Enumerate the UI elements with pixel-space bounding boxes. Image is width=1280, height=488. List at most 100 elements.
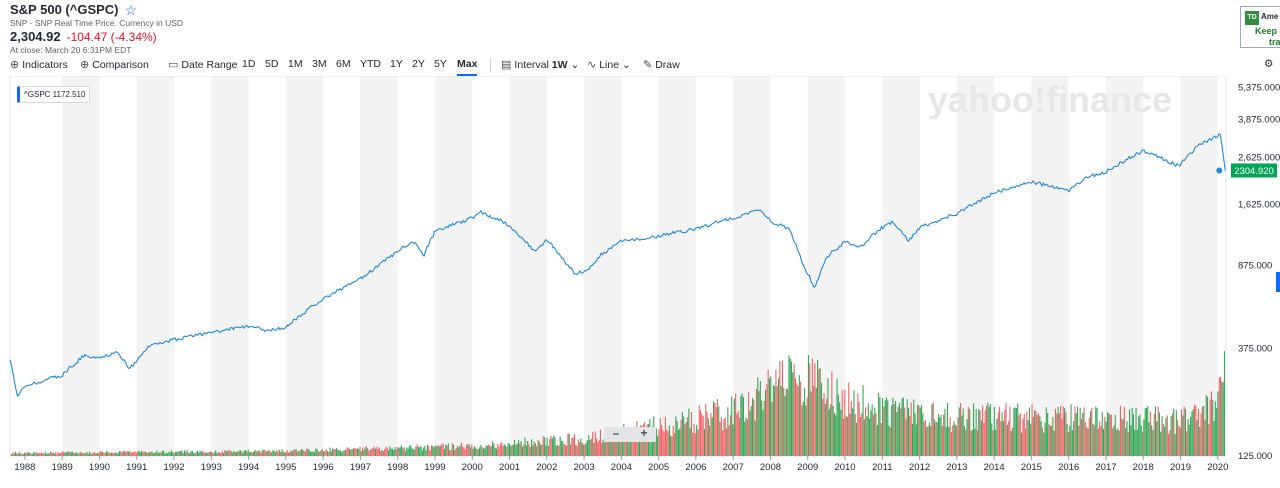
- volume-bar: [1028, 407, 1030, 456]
- volume-bar: [761, 400, 763, 456]
- year-band: [956, 76, 995, 456]
- range-max[interactable]: Max: [457, 58, 478, 76]
- range-1m[interactable]: 1M: [288, 58, 303, 70]
- volume-bar: [399, 446, 401, 456]
- volume-bar: [382, 451, 384, 456]
- star-outline-icon[interactable]: ☆: [124, 1, 138, 18]
- volume-bar: [1053, 430, 1055, 456]
- volume-bar: [161, 450, 163, 456]
- comparison-button[interactable]: ⊕ Comparison: [80, 59, 149, 71]
- volume-bar: [772, 385, 774, 456]
- volume-bar: [583, 444, 585, 456]
- gear-icon[interactable]: ⚙: [1264, 58, 1274, 70]
- volume-bar: [337, 450, 339, 456]
- volume-bar: [1117, 428, 1119, 456]
- volume-bar: [833, 412, 835, 456]
- year-band: [211, 76, 249, 456]
- interval-icon: ▤: [501, 59, 512, 71]
- volume-bar: [410, 445, 412, 456]
- volume-bar: [390, 448, 392, 456]
- volume-bar: [265, 451, 267, 456]
- chart-type-dropdown[interactable]: ∿ Line ⌄: [587, 59, 631, 71]
- y-tick-label: 1,625.000: [1238, 200, 1280, 211]
- y-tick-label: 875.000: [1238, 260, 1272, 271]
- volume-bar: [850, 401, 852, 456]
- volume-bar: [368, 450, 370, 456]
- volume-bar: [720, 417, 722, 456]
- range-5d[interactable]: 5D: [265, 58, 279, 70]
- range-5y[interactable]: 5Y: [434, 58, 447, 70]
- volume-bars: [11, 351, 1225, 456]
- volume-bar: [905, 418, 907, 456]
- volume-bar: [235, 451, 237, 456]
- zoom-out-button[interactable]: –: [612, 426, 620, 440]
- volume-bar: [50, 451, 52, 456]
- range-ytd[interactable]: YTD: [360, 58, 381, 70]
- volume-bar: [416, 444, 418, 456]
- volume-bar: [1075, 413, 1077, 456]
- volume-bar: [820, 382, 822, 456]
- volume-bar: [394, 447, 396, 456]
- volume-bar: [350, 449, 352, 456]
- draw-button[interactable]: ✎ Draw: [643, 59, 680, 71]
- volume-bar: [339, 450, 341, 456]
- volume-bar: [664, 416, 666, 456]
- volume-bar: [1178, 425, 1180, 456]
- volume-bar: [177, 451, 179, 456]
- x-tick-label: 2000: [462, 462, 483, 473]
- volume-bar: [542, 436, 544, 456]
- volume-bar: [755, 388, 757, 456]
- volume-bar: [622, 432, 624, 456]
- volume-bar: [714, 402, 716, 456]
- year-band: [136, 76, 175, 456]
- ad-banner[interactable]: TD Ame Keep c tra: [1240, 6, 1280, 48]
- volume-bar: [1008, 421, 1010, 456]
- volume-bar: [853, 390, 855, 456]
- volume-bar: [502, 446, 504, 456]
- volume-bar: [469, 447, 471, 456]
- volume-bar: [359, 446, 361, 456]
- volume-bar: [599, 429, 601, 456]
- volume-bar: [1165, 417, 1167, 456]
- y-tick-label: 5,375.000: [1238, 83, 1280, 94]
- volume-bar: [532, 445, 534, 456]
- volume-bar: [883, 406, 885, 456]
- volume-bar: [930, 426, 932, 456]
- volume-bar: [921, 404, 923, 456]
- volume-bar: [1186, 431, 1188, 456]
- volume-bar: [718, 406, 720, 456]
- range-2y[interactable]: 2Y: [412, 58, 425, 70]
- volume-bar: [263, 449, 265, 456]
- interval-dropdown[interactable]: ▤ Interval 1W ⌄: [501, 59, 580, 71]
- volume-bar: [869, 418, 871, 456]
- indicators-button[interactable]: ⊕ Indicators: [10, 59, 68, 71]
- volume-bar: [459, 445, 461, 456]
- range-6m[interactable]: 6M: [336, 58, 351, 70]
- range-1y[interactable]: 1Y: [390, 58, 403, 70]
- volume-bar: [66, 451, 68, 456]
- volume-bar: [117, 453, 119, 456]
- volume-bar: [945, 427, 947, 456]
- zoom-in-button[interactable]: +: [640, 426, 648, 440]
- volume-bar: [564, 444, 566, 456]
- volume-bar: [750, 406, 752, 456]
- volume-bar: [1187, 419, 1189, 456]
- volume-bar: [615, 434, 617, 456]
- volume-bar: [1013, 407, 1015, 456]
- volume-bar: [116, 452, 118, 456]
- volume-bar: [560, 440, 562, 456]
- range-3m[interactable]: 3M: [312, 58, 327, 70]
- volume-bar: [386, 447, 388, 456]
- volume-bar: [936, 421, 938, 456]
- range-1d[interactable]: 1D: [242, 58, 256, 70]
- volume-bar: [1099, 421, 1101, 456]
- volume-bar: [286, 450, 288, 456]
- volume-bar: [40, 452, 42, 456]
- chart-area[interactable]: yahoo!finance 5,375.000 3,875.000 2,625.000…: [0, 75, 1280, 483]
- volume-bar: [425, 450, 427, 456]
- quote-change: -104.47 (-4.34%): [66, 30, 157, 44]
- series-legend-tag[interactable]: ^GSPC 1172.510: [17, 86, 91, 103]
- date-range-button[interactable]: ▭ Date Range: [168, 59, 238, 71]
- volume-bar: [797, 386, 799, 456]
- volume-bar: [593, 442, 595, 456]
